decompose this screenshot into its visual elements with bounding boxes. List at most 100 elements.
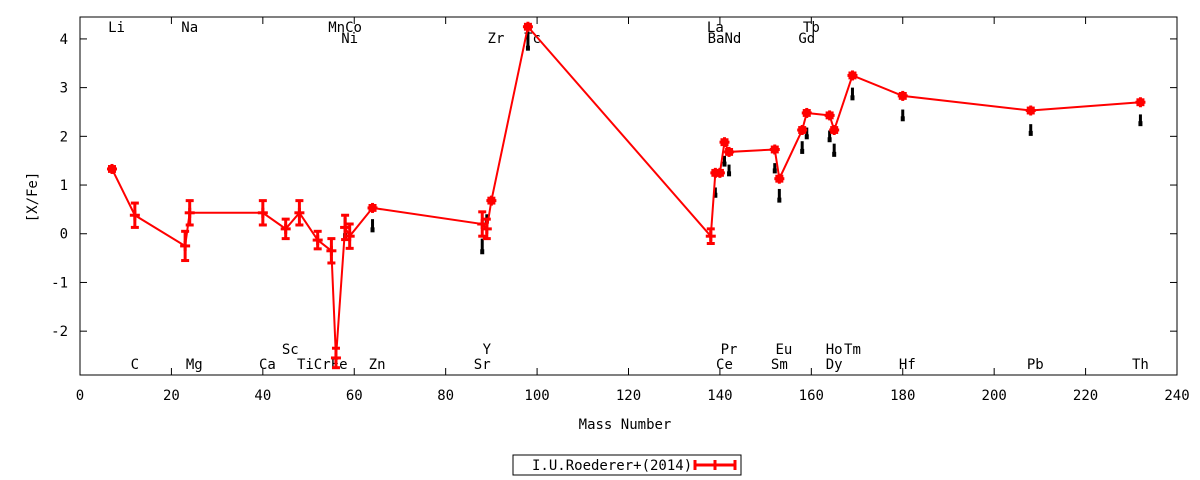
upper-limit-tip xyxy=(772,168,777,174)
element-label-bottom: Dy xyxy=(826,357,843,373)
data-point xyxy=(294,199,305,227)
data-point xyxy=(724,146,735,157)
element-label-top: MnCo xyxy=(328,20,362,36)
upper-limit-tip xyxy=(777,197,782,203)
x-tick-label: 80 xyxy=(437,388,454,404)
legend-box xyxy=(512,454,742,476)
element-label-bottom: Eu xyxy=(775,342,792,358)
upper-limit-tip xyxy=(480,249,485,255)
upper-limit-tip xyxy=(525,45,530,51)
upper-limit-tip xyxy=(850,95,855,101)
y-tick-label: 2 xyxy=(60,129,68,145)
element-label-bottom: C xyxy=(131,357,139,373)
data-point xyxy=(824,110,835,121)
plot-frame xyxy=(79,16,1178,376)
x-tick-label: 120 xyxy=(616,388,641,404)
element-label-bottom: Sc xyxy=(282,342,299,358)
data-point xyxy=(312,229,323,251)
element-label-top: Ni xyxy=(341,31,358,47)
element-label-bottom: Sr xyxy=(474,357,491,373)
x-tick-label: 140 xyxy=(707,388,732,404)
x-tick-label: 0 xyxy=(76,388,84,404)
x-tick-label: 180 xyxy=(890,388,915,404)
element-label-top: Tb xyxy=(803,20,820,36)
data-point xyxy=(180,229,191,263)
upper-limit-tip xyxy=(713,192,718,198)
data-point xyxy=(326,237,337,265)
data-point xyxy=(106,163,117,174)
x-tick-label: 40 xyxy=(254,388,271,404)
data-point xyxy=(330,346,341,370)
data-point xyxy=(769,144,780,155)
data-point xyxy=(184,199,195,227)
y-tick-label: 4 xyxy=(60,32,68,48)
tick-layer: 0 20 40 60 80 100 120 140 160 180 200 220 240 -2 -1 0 1 2… xyxy=(51,17,1190,404)
element-label-bottom: Ho xyxy=(826,342,843,358)
y-tick-label: 1 xyxy=(60,178,68,194)
upper-limit-tip xyxy=(900,116,905,122)
element-label-bottom: Y xyxy=(483,342,492,358)
element-label-top: Zr xyxy=(488,31,505,47)
data-point xyxy=(486,195,497,206)
element-label-bottom: Zn xyxy=(369,357,386,373)
x-tick-label: 200 xyxy=(982,388,1007,404)
y-tick-label: 3 xyxy=(60,81,68,97)
data-point xyxy=(797,125,808,136)
element-label-bottom: Ca xyxy=(259,357,276,373)
upper-limit-tip xyxy=(800,148,805,154)
legend: I.U.Roederer+(2014) xyxy=(512,454,742,476)
data-point xyxy=(1135,97,1146,108)
element-label-bottom: Pr xyxy=(721,342,738,358)
element-label-bottom: Sm xyxy=(771,357,788,373)
data-point xyxy=(344,222,355,250)
y-axis-title: [X/Fe] xyxy=(25,172,41,223)
data-point xyxy=(522,21,533,32)
x-tick-label: 100 xyxy=(524,388,549,404)
upper-limit-tip xyxy=(832,151,837,157)
data-point xyxy=(719,137,730,148)
element-label-bottom: Th xyxy=(1132,357,1149,373)
x-tick-label: 240 xyxy=(1164,388,1189,404)
data-point xyxy=(714,167,725,178)
data-point xyxy=(280,217,291,241)
element-label-top: Li xyxy=(108,20,125,36)
element-label-top: La xyxy=(707,20,724,36)
data-point xyxy=(774,173,785,184)
element-label-top: BaNd xyxy=(708,31,742,47)
data-point xyxy=(705,227,716,245)
upper-limit-tip xyxy=(722,161,727,167)
element-label-top: Gd xyxy=(798,31,815,47)
x-tick-label: 60 xyxy=(346,388,363,404)
element-label-bottom: Mg xyxy=(186,357,203,373)
data-point xyxy=(481,217,492,241)
upper-limit-tip xyxy=(727,171,732,177)
legend-label: I.U.Roederer+(2014) xyxy=(532,458,692,474)
x-axis-title: Mass Number xyxy=(579,417,672,433)
x-tick-label: 160 xyxy=(799,388,824,404)
data-point xyxy=(897,90,908,101)
x-tick-label: 20 xyxy=(163,388,180,404)
element-label-bottom: Hf xyxy=(899,357,916,373)
legend-sample-line xyxy=(693,460,737,470)
upper-limit-tip xyxy=(827,137,832,143)
data-point xyxy=(847,70,858,81)
upper-limit-tip xyxy=(370,227,375,233)
element-label-top: Na xyxy=(181,20,198,36)
series-line xyxy=(111,24,1141,359)
data-point xyxy=(801,107,812,118)
x-tick-label: 220 xyxy=(1073,388,1098,404)
y-tick-label: -1 xyxy=(51,275,68,291)
data-point xyxy=(367,202,378,213)
element-label-bottom: Tm xyxy=(844,342,861,358)
element-label-bottom: Ce xyxy=(716,357,733,373)
y-tick-label: -2 xyxy=(51,324,68,340)
upper-limit-tip xyxy=(804,134,809,140)
series-layer xyxy=(106,21,1146,370)
upper-limit-tip xyxy=(1138,121,1143,127)
data-point xyxy=(129,201,140,229)
upper-limit-tip xyxy=(1028,130,1033,136)
data-point xyxy=(257,199,268,227)
